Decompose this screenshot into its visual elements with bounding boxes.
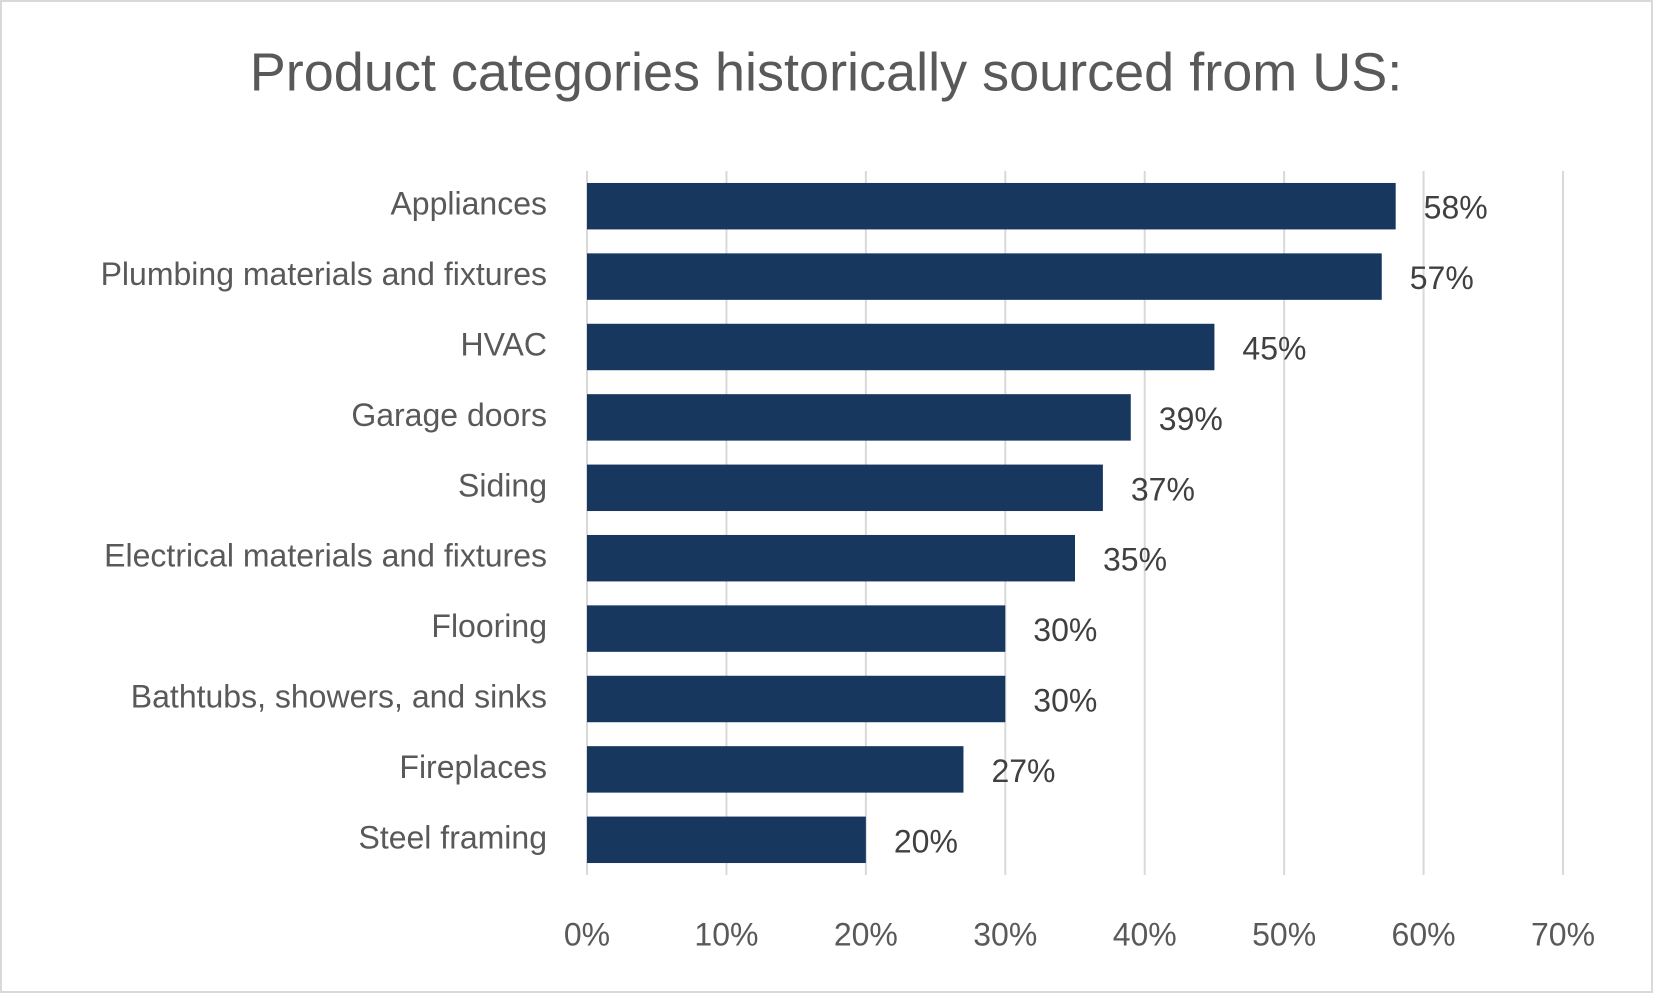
x-tick-label: 30% bbox=[973, 916, 1037, 952]
bar bbox=[587, 675, 1006, 723]
value-label: 57% bbox=[1410, 260, 1474, 296]
y-tick-label: HVAC bbox=[460, 326, 547, 362]
x-tick-label: 50% bbox=[1252, 916, 1316, 952]
bar bbox=[587, 323, 1215, 371]
bar bbox=[587, 816, 866, 864]
bar bbox=[587, 182, 1396, 230]
chart-title: Product categories historically sourced … bbox=[250, 42, 1402, 102]
value-label: 30% bbox=[1033, 682, 1097, 718]
x-tick-label: 0% bbox=[564, 916, 610, 952]
value-label: 30% bbox=[1033, 612, 1097, 648]
y-tick-label: Flooring bbox=[431, 608, 547, 644]
x-tick-label: 20% bbox=[834, 916, 898, 952]
value-label: 45% bbox=[1242, 330, 1306, 366]
bar bbox=[587, 605, 1006, 652]
value-label: 27% bbox=[991, 753, 1055, 789]
bar bbox=[587, 534, 1075, 582]
bar bbox=[587, 746, 964, 793]
x-tick-label: 10% bbox=[694, 916, 758, 952]
bar bbox=[587, 464, 1103, 512]
y-tick-label: Fireplaces bbox=[399, 749, 547, 785]
y-tick-label: Siding bbox=[458, 467, 547, 503]
x-tick-label: 40% bbox=[1113, 916, 1177, 952]
y-tick-label: Appliances bbox=[390, 186, 547, 222]
value-label: 20% bbox=[894, 823, 958, 859]
value-label: 39% bbox=[1159, 401, 1223, 437]
y-tick-label: Garage doors bbox=[351, 397, 547, 433]
value-label: 35% bbox=[1103, 542, 1167, 578]
y-tick-label: Steel framing bbox=[358, 819, 547, 855]
y-tick-label: Bathtubs, showers, and sinks bbox=[131, 678, 547, 714]
x-tick-label: 70% bbox=[1531, 916, 1595, 952]
x-tick-label: 60% bbox=[1392, 916, 1456, 952]
y-tick-label: Plumbing materials and fixtures bbox=[101, 256, 547, 292]
y-tick-label: Electrical materials and fixtures bbox=[104, 538, 547, 574]
bar bbox=[587, 253, 1382, 300]
value-label: 58% bbox=[1424, 190, 1488, 226]
bar bbox=[587, 394, 1131, 441]
value-label: 37% bbox=[1131, 471, 1195, 507]
